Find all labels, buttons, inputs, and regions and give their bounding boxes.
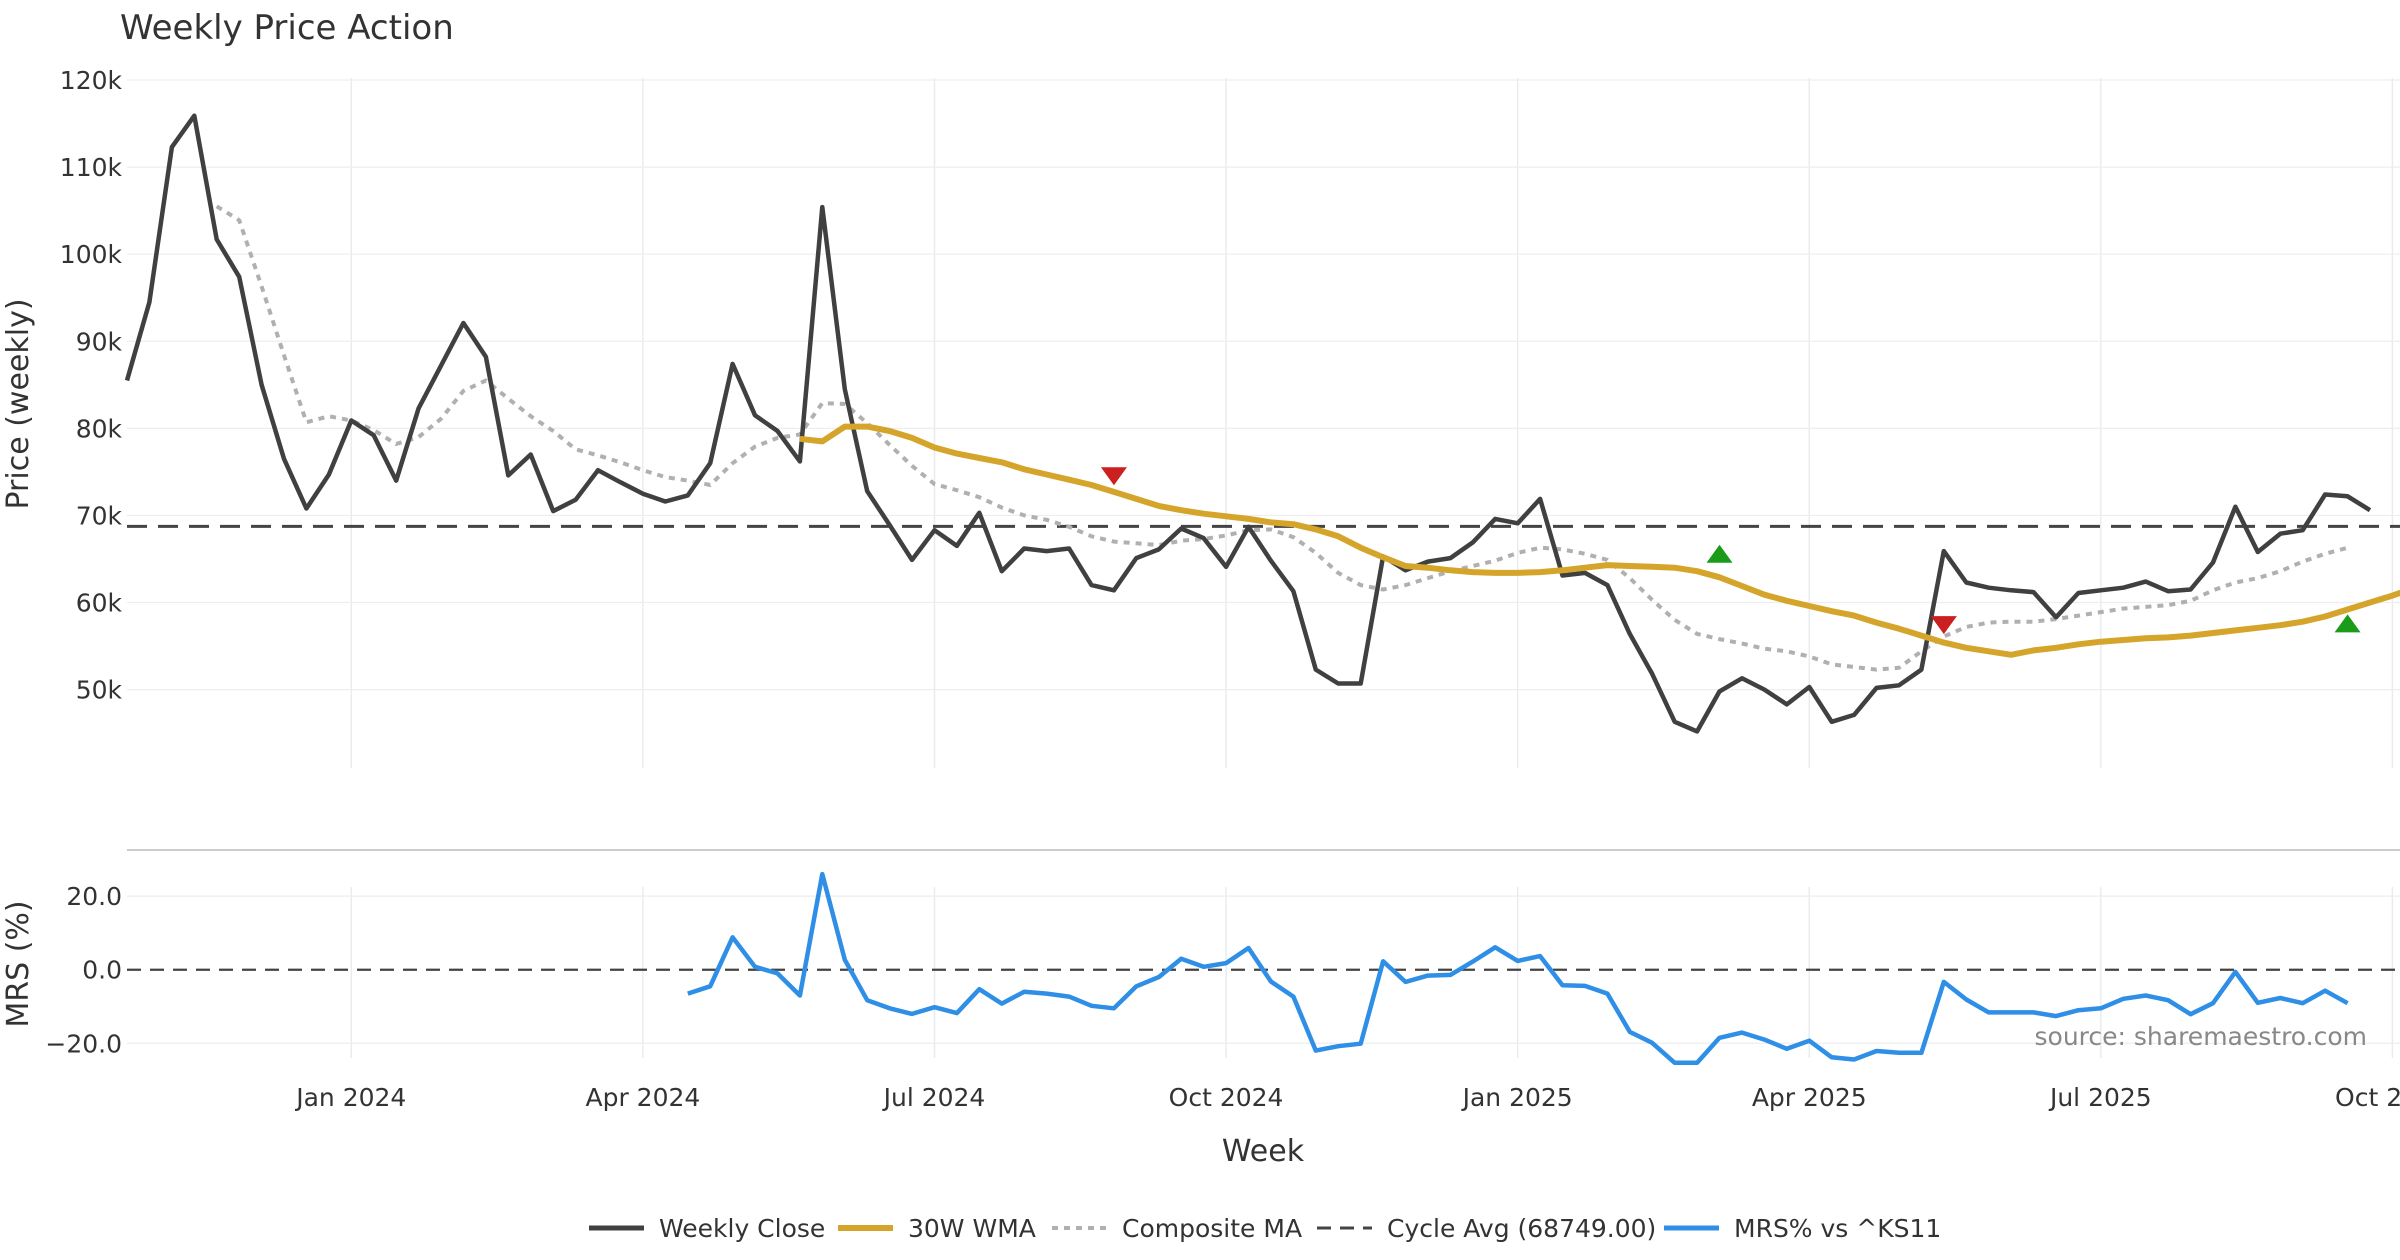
x-tick-label: Oct 2024 [1169,1083,1284,1112]
x-axis-title: Week [1222,1134,1305,1169]
legend-label-close: Weekly Close [659,1214,825,1243]
mrs-series [687,871,2349,1066]
price-y-tick-label: 70k [76,501,123,530]
sell-signal-marker [1100,467,1127,486]
x-ticks: Jan 2024 Apr 2024 Jul 2024 Oct 2024 Jan 2025… [294,1083,2400,1112]
price-y-tick-label: 90k [76,327,123,356]
sell-signal-marker [1930,616,1957,635]
chart-title: Weekly Price Action [120,8,454,48]
price-y-tick-label: 60k [76,589,123,618]
weekly-close-line [124,113,2372,734]
price-y-tick-label: 80k [76,414,123,443]
price-gridlines [127,79,2400,691]
mrs-y-tick-label: −20.0 [45,1029,122,1058]
legend-label-cycle: Cycle Avg (68749.00) [1387,1214,1656,1243]
buy-signal-marker [1706,544,1733,563]
x-tick-label: Oct 2025 [2335,1083,2400,1112]
legend-label-mrs: MRS% vs ^KS11 [1734,1214,1941,1243]
mrs-line [687,871,2349,1066]
wma-30w-line [799,423,2400,658]
legend-label-composite: Composite MA [1122,1214,1302,1243]
price-series [124,113,2400,734]
price-y-tick-label: 100k [60,240,123,269]
x-tick-label: Jan 2025 [1461,1083,1573,1112]
signal-markers [1100,467,2361,635]
x-tick-label: Jan 2024 [294,1083,406,1112]
legend: Weekly Close 30W WMA Composite MA Cycle Avg… [589,1214,1941,1243]
buy-signal-marker [2334,614,2361,633]
composite-ma-line [215,204,2349,672]
x-tick-label: Jul 2024 [882,1083,986,1112]
x-tick-label: Jul 2025 [2048,1083,2152,1112]
x-tick-label: Apr 2025 [1752,1083,1867,1112]
price-y-tick-label: 50k [76,676,123,705]
price-y-tick-label: 120k [60,66,123,95]
price-y-ticks: 50k 60k 70k 80k 90k 100k 110k 120k [60,66,123,705]
price-y-tick-label: 110k [60,153,123,182]
price-y-axis-title: Price (weekly) [1,298,36,509]
legend-label-wma: 30W WMA [908,1214,1036,1243]
mrs-y-tick-label: 20.0 [66,882,122,911]
x-tick-label: Apr 2024 [585,1083,700,1112]
mrs-y-tick-label: 0.0 [82,956,122,985]
source-note: source: sharemaestro.com [2035,1022,2368,1051]
x-gridlines [350,78,2394,1058]
mrs-y-ticks: 20.0 0.0 −20.0 [45,882,122,1058]
mrs-y-axis-title: MRS (%) [1,900,36,1027]
